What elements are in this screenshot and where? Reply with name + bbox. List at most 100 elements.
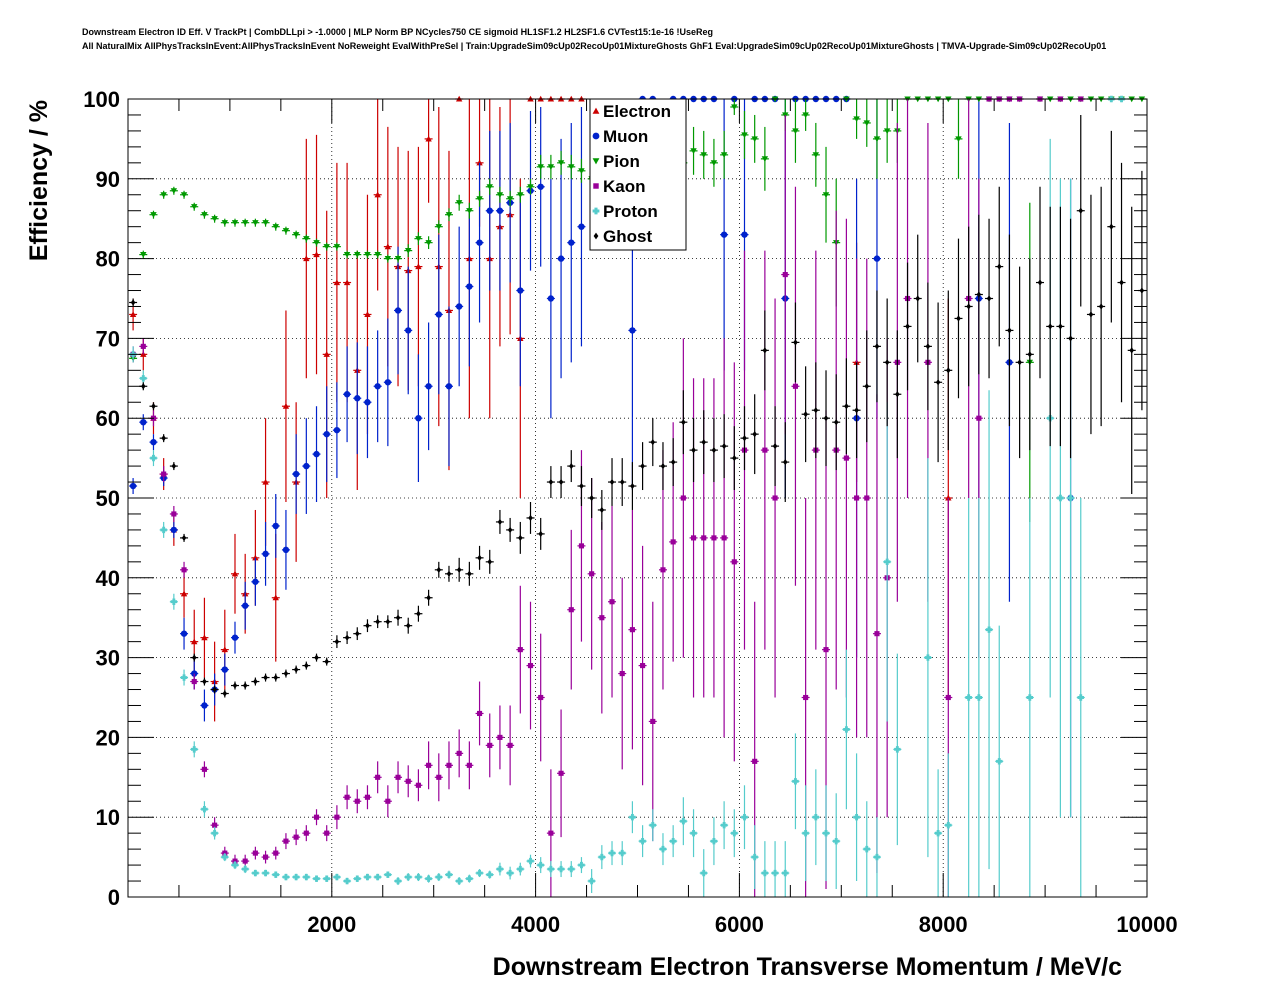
- data-point-marker: [496, 865, 504, 873]
- data-point-marker: [241, 220, 249, 226]
- data-point-marker: [650, 718, 656, 724]
- data-point-marker: [282, 546, 290, 554]
- data-point-marker: [506, 196, 514, 202]
- data-point-proton: [210, 826, 219, 840]
- data-point-ghost: [608, 458, 617, 506]
- data-point-marker: [343, 391, 351, 398]
- data-point-marker: [975, 694, 983, 701]
- data-point-marker: [547, 295, 555, 302]
- data-point-marker: [802, 829, 809, 837]
- data-point-marker: [507, 526, 513, 534]
- legend-item-muon: Muon: [592, 127, 648, 146]
- data-point-marker: [395, 774, 401, 780]
- data-point-marker: [1058, 323, 1063, 330]
- data-point-kaon: [781, 114, 790, 435]
- data-point-ghost: [455, 557, 464, 582]
- data-point-marker: [252, 850, 258, 856]
- data-point-pion: [709, 138, 718, 187]
- data-point-marker: [180, 590, 188, 597]
- data-point-marker: [445, 212, 453, 218]
- data-point-marker: [701, 535, 707, 541]
- data-point-marker: [496, 192, 504, 198]
- data-point-marker: [751, 853, 758, 861]
- data-point-marker: [681, 418, 686, 426]
- legend-label: Pion: [603, 152, 640, 171]
- data-point-marker: [364, 794, 371, 800]
- data-point-muon: [139, 414, 148, 431]
- data-point-pion: [414, 232, 423, 246]
- data-point-marker: [252, 220, 259, 226]
- data-point-kaon: [597, 521, 606, 714]
- data-point-ghost: [1015, 266, 1024, 459]
- data-point-marker: [864, 383, 870, 390]
- data-point-muon: [465, 206, 474, 367]
- data-point-marker: [272, 224, 279, 230]
- data-point-ghost: [332, 635, 341, 649]
- data-point-ghost: [577, 466, 586, 506]
- data-point-ghost: [964, 226, 973, 387]
- data-point-marker: [720, 821, 728, 829]
- data-point-proton: [648, 809, 657, 842]
- data-point-ghost: [1107, 130, 1116, 323]
- data-point-ghost: [159, 434, 168, 443]
- data-point-marker: [354, 395, 361, 402]
- data-point-marker: [700, 869, 707, 877]
- data-point-muon: [373, 330, 382, 443]
- data-point-marker: [365, 622, 370, 629]
- data-point-kaon: [373, 761, 382, 794]
- data-point-proton: [872, 817, 881, 897]
- data-point-proton: [343, 877, 352, 885]
- data-point-marker: [965, 694, 972, 701]
- data-point-marker: [802, 112, 809, 119]
- data-point-ghost: [1127, 206, 1136, 495]
- data-point-proton: [251, 869, 260, 877]
- data-point-marker: [792, 383, 799, 389]
- data-point-marker: [598, 853, 606, 861]
- data-point-marker: [548, 478, 554, 486]
- data-point-marker: [1037, 279, 1043, 286]
- data-point-proton: [465, 874, 474, 883]
- data-point-ghost: [567, 450, 576, 483]
- data-point-ghost: [383, 615, 392, 629]
- data-point-kaon: [567, 529, 576, 690]
- data-point-marker: [844, 403, 849, 410]
- data-point-marker: [985, 626, 993, 633]
- data-point-pion: [139, 250, 148, 259]
- data-point-ghost: [638, 442, 647, 491]
- data-point-ghost: [954, 238, 963, 399]
- data-point-pion: [516, 186, 525, 203]
- data-point-electron: [424, 99, 433, 203]
- data-point-proton: [404, 873, 413, 882]
- data-point-marker: [130, 299, 136, 306]
- data-point-muon: [302, 418, 311, 514]
- data-point-marker: [150, 212, 157, 218]
- data-point-marker: [640, 462, 645, 470]
- data-point-pion: [557, 150, 566, 175]
- data-point-ghost: [852, 362, 861, 459]
- data-point-marker: [221, 666, 229, 673]
- data-point-kaon: [281, 833, 290, 850]
- data-point-marker: [292, 232, 300, 238]
- data-point-marker: [262, 550, 269, 558]
- legend-item-kaon: Kaon: [593, 177, 646, 196]
- data-point-electron: [312, 134, 321, 375]
- data-point-pion: [230, 218, 239, 227]
- data-point-muon: [129, 478, 138, 495]
- data-point-muon: [169, 521, 178, 538]
- data-point-marker: [455, 200, 463, 206]
- data-point-marker: [710, 160, 718, 167]
- data-point-marker: [822, 192, 830, 198]
- data-point-marker: [313, 450, 320, 458]
- data-point-marker: [843, 726, 850, 733]
- data-point-marker: [619, 671, 625, 677]
- data-point-marker: [456, 750, 462, 756]
- data-point-proton: [934, 769, 943, 897]
- data-point-kaon: [546, 769, 555, 897]
- data-point-ghost: [709, 418, 718, 483]
- data-point-marker: [313, 251, 320, 258]
- data-point-ghost: [414, 605, 423, 622]
- data-point-ghost: [322, 657, 331, 666]
- data-point-pion: [465, 202, 474, 219]
- data-point-marker: [527, 857, 534, 865]
- data-point-marker: [141, 383, 146, 390]
